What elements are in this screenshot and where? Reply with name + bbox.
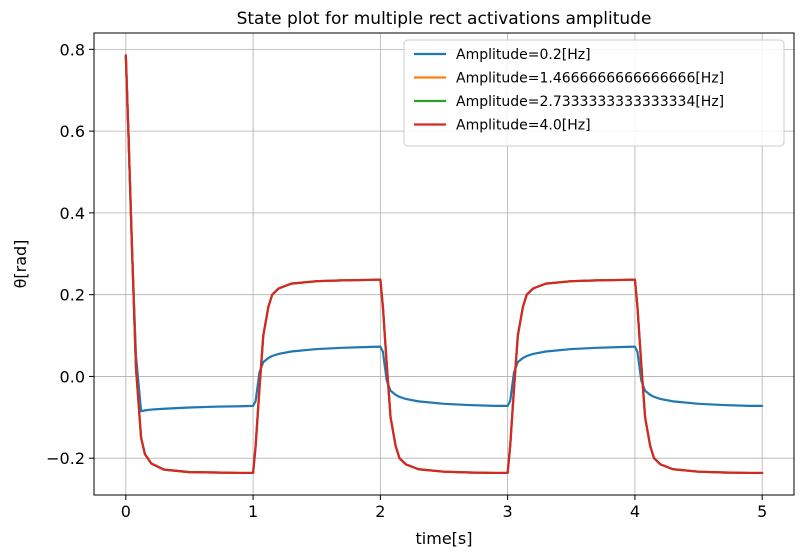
x-tick-label: 0 (121, 502, 131, 521)
y-tick-label: 0.4 (60, 204, 85, 223)
x-tick-label: 4 (630, 502, 640, 521)
y-tick-label: 0.6 (60, 122, 85, 141)
legend-label: Amplitude=1.4666666666666666[Hz] (456, 71, 724, 87)
legend-label: Amplitude=0.2[Hz] (456, 47, 591, 63)
legend-box (403, 39, 785, 147)
legend: Amplitude=0.2[Hz] Amplitude=1.46666666666… (403, 39, 785, 147)
series-line-4 (124, 54, 764, 475)
legend-label: Amplitude=2.7333333333333334[Hz] (456, 94, 724, 110)
series-line-1 (124, 54, 764, 413)
x-tick-label: 5 (757, 502, 767, 521)
x-tick-label: 2 (375, 502, 385, 521)
y-tick-label: 0.2 (60, 286, 85, 305)
x-axis-label: time[s] (416, 529, 473, 548)
y-tick-label: −0.2 (46, 449, 85, 468)
series-lines (124, 54, 764, 475)
y-tick-label: 0.8 (60, 40, 85, 59)
plot-frame (93, 32, 795, 496)
y-tick-label: 0.0 (60, 367, 85, 386)
y-axis-label: θ[rad] (11, 240, 30, 289)
legend-label: Amplitude=4.0[Hz] (456, 118, 591, 134)
chart-title: State plot for multiple rect activations… (237, 9, 652, 29)
x-tick-label: 3 (503, 502, 513, 521)
axis-ticks: 0 1 2 3 4 5 −0.2 0.0 0.2 0.4 0.6 0.8 (46, 40, 767, 521)
x-tick-label: 1 (248, 502, 258, 521)
